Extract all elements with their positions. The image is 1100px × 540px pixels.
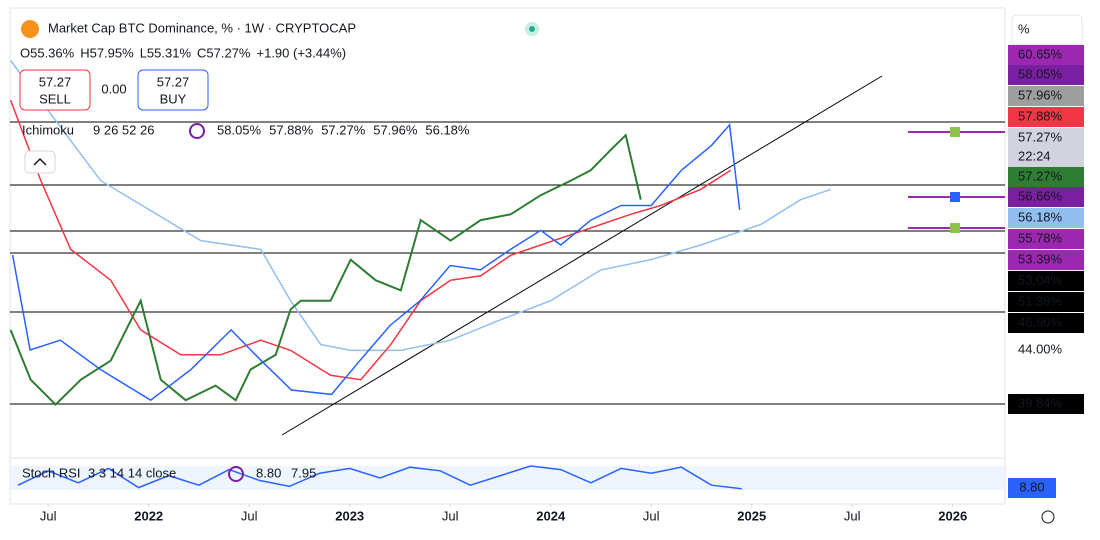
series-line [9, 99, 732, 381]
ohlc: O55.36% H57.95% L55.31% C57.27% +1.90 (+3.44… [20, 45, 346, 60]
price-label-box [1008, 292, 1084, 312]
sell-price: 57.27 [39, 74, 72, 89]
price-label: 56.18% [1018, 209, 1063, 224]
alert-flag [950, 223, 960, 233]
scale-mode-label: % [1018, 21, 1030, 36]
ichimoku-value: 57.27% [321, 122, 366, 137]
ichimoku-value: 57.96% [373, 122, 418, 137]
price-label-box [1008, 187, 1084, 207]
price-label: 22:24 [1018, 148, 1051, 163]
price-label-box [1008, 313, 1084, 333]
price-label: 60.65% [1018, 46, 1063, 61]
x-tick-label: Jul [643, 508, 660, 523]
ohlc-item: L55.31% [140, 45, 192, 60]
ichimoku-params: 9 26 52 26 [93, 122, 154, 137]
price-label: 56.66% [1018, 188, 1063, 203]
price-scale: 60.65% 58.05% 57.96% 57.88% 57.27% 22:24 57.27… [1008, 45, 1084, 414]
ichimoku-values: 58.05% 57.88% 57.27% 57.96% 56.18% [217, 122, 470, 137]
chevron [33, 157, 47, 166]
ohlc-item: C57.27% [197, 45, 251, 60]
price-label: 57.88% [1018, 108, 1063, 123]
plot [9, 60, 831, 490]
price-label-box [1008, 394, 1084, 414]
ohlc-item: O55.36% [20, 45, 75, 60]
x-tick-label: Jul [241, 508, 258, 523]
price-label: 55.78% [1018, 230, 1063, 245]
ohlc-item: H57.95% [80, 45, 134, 60]
settings-icon[interactable] [228, 466, 244, 482]
series-line [9, 133, 642, 407]
price-label-box [1008, 167, 1084, 187]
drawings [10, 75, 1005, 436]
price-label-box [1008, 128, 1084, 148]
buy-button[interactable] [137, 69, 209, 111]
sell-label: SELL [39, 91, 71, 106]
price-label: 44.00% [1018, 341, 1063, 356]
stoch-axis-box [1008, 478, 1056, 498]
series-line [11, 123, 741, 402]
ohlc-item: +1.90 (+3.44%) [257, 45, 347, 60]
price-label: 39.84% [1018, 395, 1063, 410]
price-label-box [1008, 65, 1084, 85]
alert-flag [950, 127, 960, 137]
ichimoku-value: 58.05% [217, 122, 262, 137]
x-tick-label: Jul [40, 508, 57, 523]
price-label-box [1008, 340, 1084, 360]
stoch-name: Stoch RSI [22, 465, 81, 480]
stoch-k: 8.80 [256, 465, 281, 480]
price-label: 58.05% [1018, 66, 1063, 81]
price-label-box [1008, 250, 1084, 270]
price-label-box [1008, 208, 1084, 228]
ichimoku-name: Ichimoku [22, 122, 74, 137]
trend-line [281, 75, 883, 436]
price-label: 57.27% [1018, 168, 1063, 183]
x-tick-label: 2024 [536, 508, 566, 523]
price-label-box [1008, 271, 1084, 291]
settings-gear[interactable] [1041, 510, 1055, 524]
series-line [17, 465, 742, 490]
price-label: 53.04% [1018, 272, 1063, 287]
price-label-box [1008, 107, 1084, 127]
buy-label: BUY [160, 91, 187, 106]
x-tick-label: 2023 [335, 508, 364, 523]
ichimoku-value: 57.88% [269, 122, 314, 137]
buy-price: 57.27 [157, 74, 190, 89]
settings-icon[interactable] [189, 123, 205, 139]
btc-icon [21, 20, 39, 38]
price-label: 46.90% [1018, 314, 1063, 329]
price-label: 57.96% [1018, 87, 1063, 102]
price-label: 57.27% [1018, 129, 1063, 144]
x-tick-label: Jul [844, 508, 861, 523]
x-tick-label: 2025 [737, 508, 766, 523]
chart-frame [9, 7, 1006, 505]
price-label-box [1008, 45, 1084, 65]
stoch-d: 7.95 [291, 465, 316, 480]
stoch-params: 3 3 14 14 close [88, 465, 176, 480]
x-tick-label: Jul [442, 508, 459, 523]
x-tick-label: 2026 [938, 508, 967, 523]
price-label: 51.38% [1018, 293, 1063, 308]
price-label-box [1008, 147, 1084, 167]
price-label-box [1008, 86, 1084, 106]
price-label-box [1008, 229, 1084, 249]
x-tick-label: 2022 [134, 508, 163, 523]
sell-button[interactable] [19, 69, 91, 111]
alert-flag [950, 192, 960, 202]
price-label: 53.39% [1018, 251, 1063, 266]
series-line [10, 60, 831, 352]
title: Market Cap BTC Dominance, % · 1W · CRYPT… [48, 20, 356, 35]
stoch-axis-label: 8.80 [1019, 479, 1044, 494]
spread: 0.00 [101, 81, 126, 96]
ichimoku-value: 56.18% [425, 122, 470, 137]
collapse-button[interactable] [24, 150, 56, 174]
status-dot [529, 26, 535, 32]
